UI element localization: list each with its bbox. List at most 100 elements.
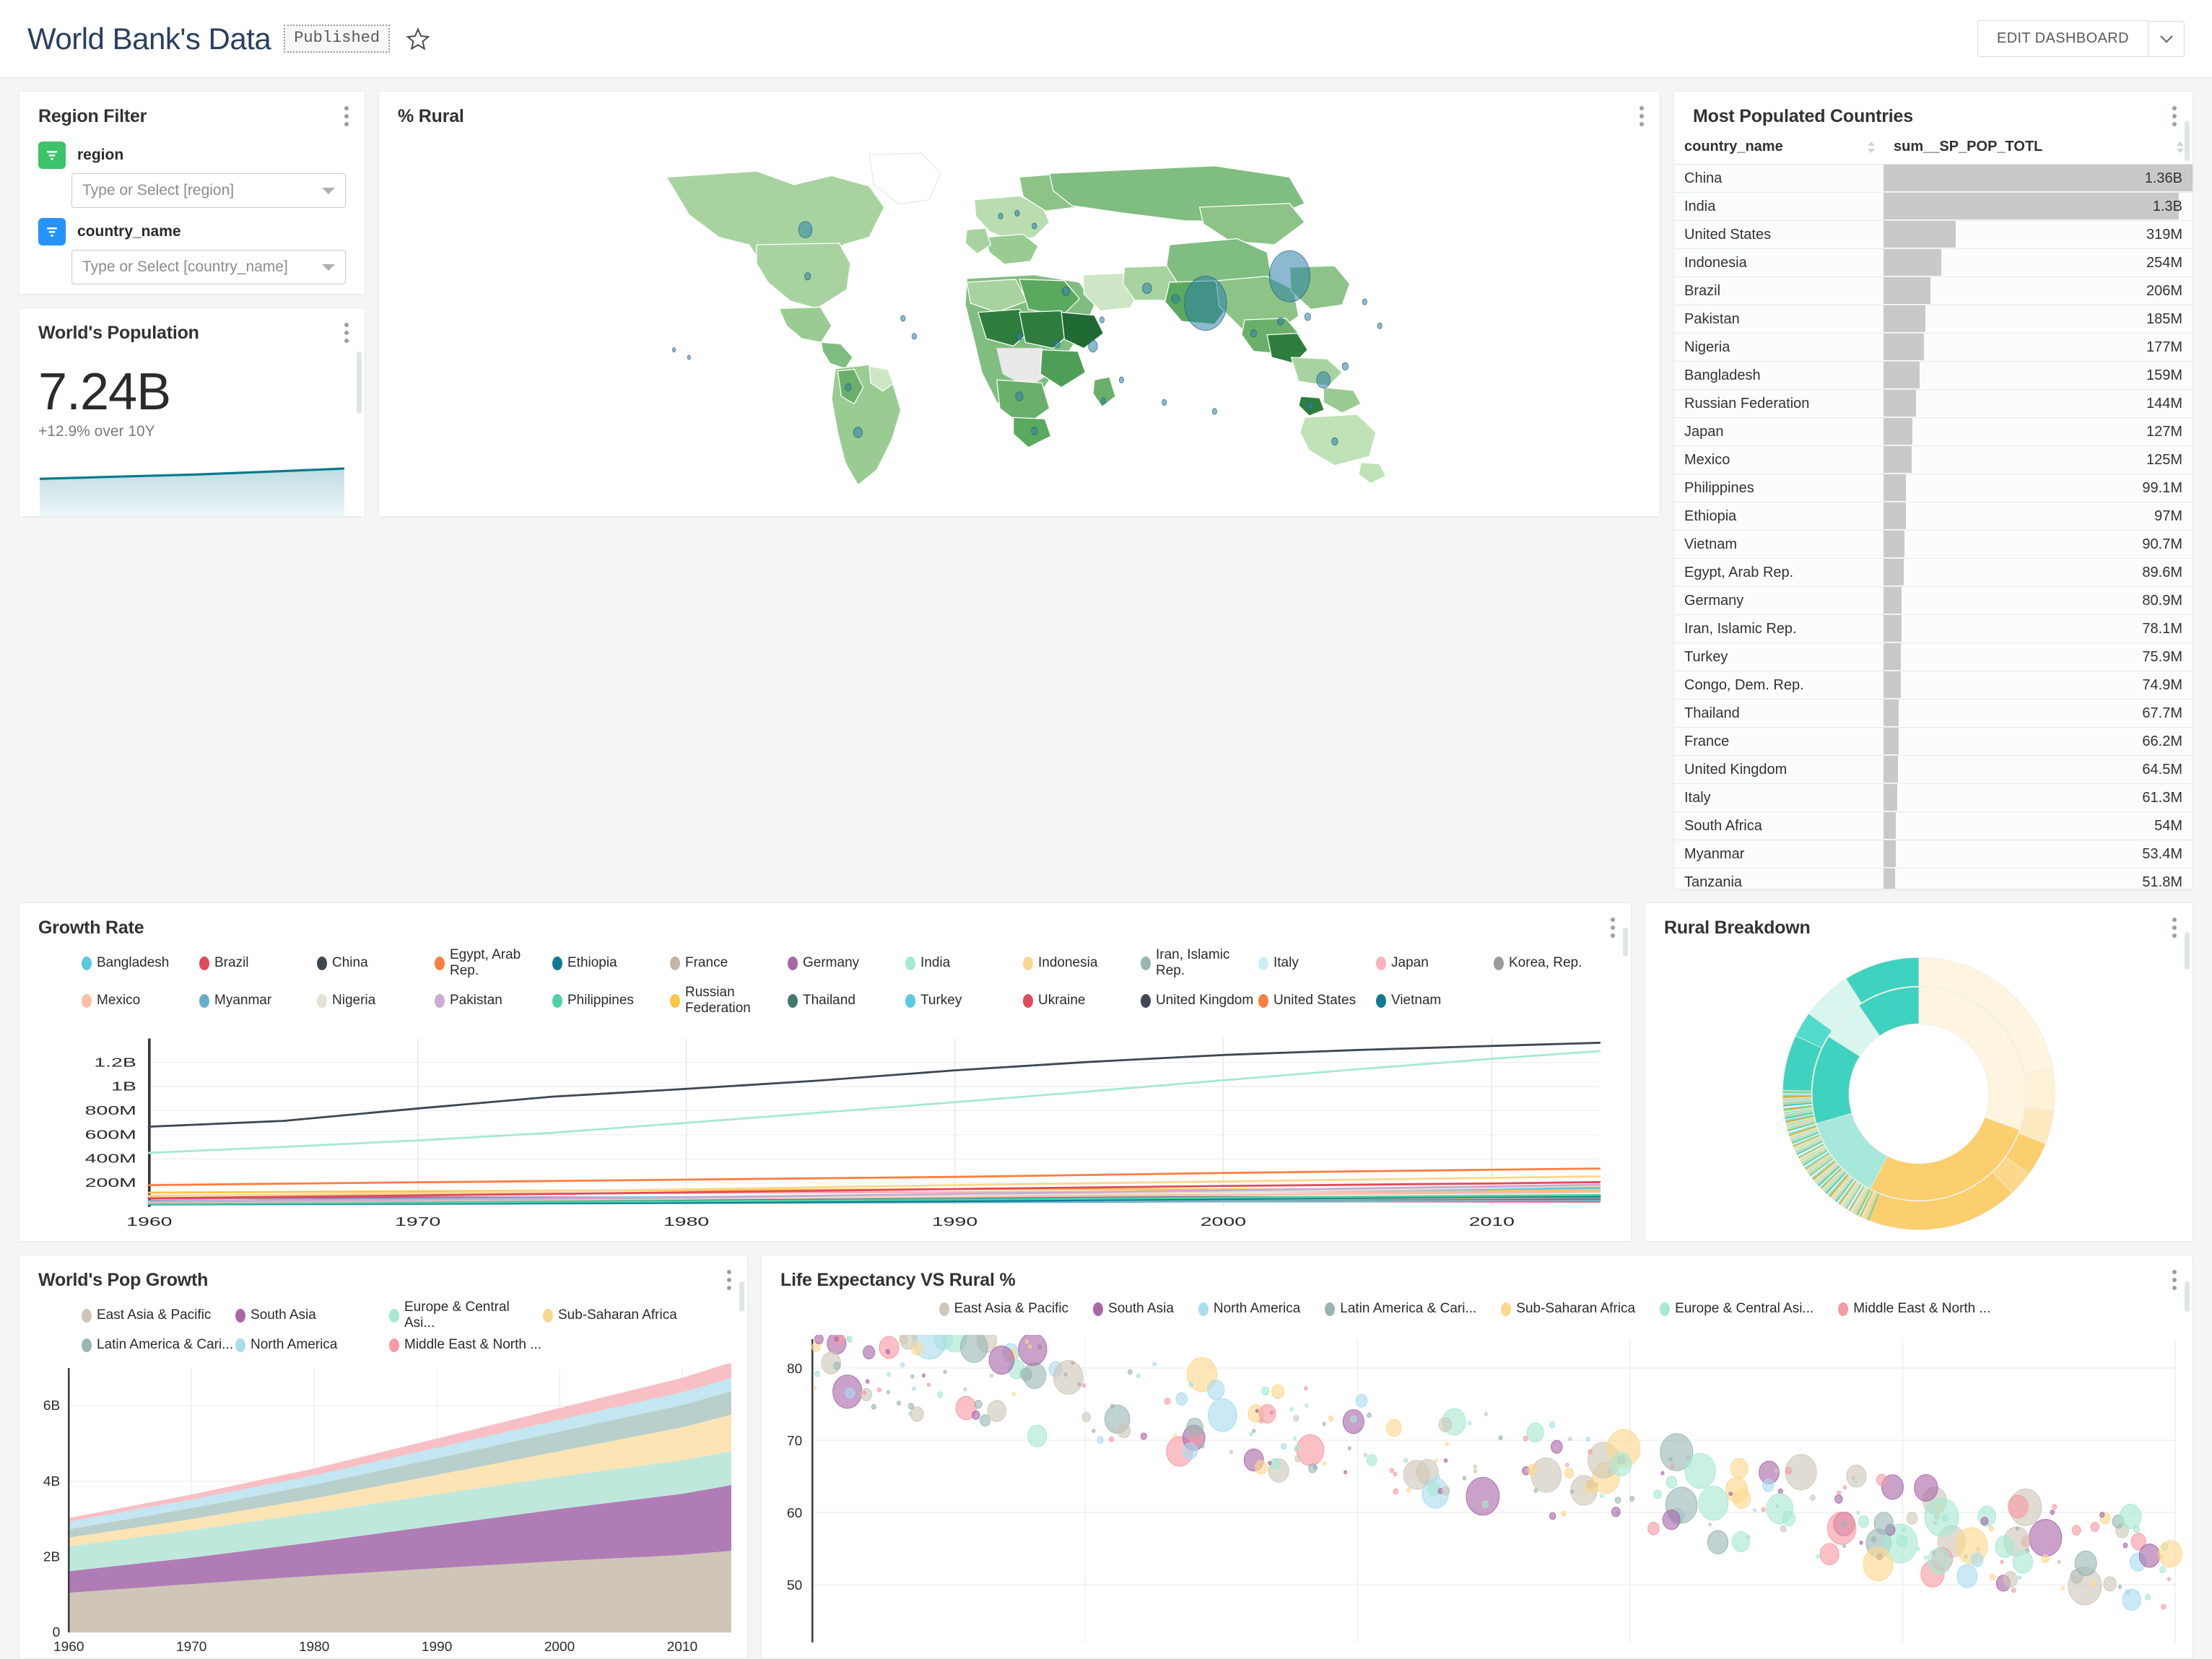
cell-population: 67.7M xyxy=(1884,700,2193,728)
legend-item[interactable]: Bangladesh xyxy=(82,947,199,979)
table-row[interactable]: France 66.2M xyxy=(1674,728,2193,756)
table-row[interactable]: Vietnam 90.7M xyxy=(1674,531,2193,559)
legend-item[interactable]: Latin America & Cari... xyxy=(82,1337,235,1353)
region-filter-card: Region Filter region Type or Select [reg… xyxy=(19,91,365,295)
rural-breakdown-donut[interactable] xyxy=(1645,946,2193,1241)
column-header-sum-sp-pop-totl[interactable]: sum__SP_POP_TOTL xyxy=(1884,133,2193,165)
legend-item[interactable]: North America xyxy=(235,1337,389,1353)
life-expectancy-plot[interactable]: 50 60 70 80 xyxy=(762,1335,2182,1658)
table-row[interactable]: United States 319M xyxy=(1674,221,2193,249)
legend-item[interactable]: East Asia & Pacific xyxy=(82,1299,235,1331)
worlds-pop-growth-menu-icon[interactable] xyxy=(727,1270,731,1294)
legend-item[interactable]: Europe & Central Asi... xyxy=(1660,1301,1813,1317)
legend-label: Nigeria xyxy=(332,993,375,1009)
legend-item[interactable]: Brazil xyxy=(199,947,317,979)
percent-rural-menu-icon[interactable] xyxy=(1640,106,1644,130)
most-populated-countries-table: country_name sum__SP_POP_TOTL xyxy=(1674,133,2193,889)
legend-item[interactable]: Middle East & North ... xyxy=(1838,1301,1990,1317)
table-row[interactable]: Brazil 206M xyxy=(1674,277,2193,305)
legend-item[interactable]: Iran, Islamic Rep. xyxy=(1141,947,1258,979)
legend-label: Vietnam xyxy=(1391,993,1441,1009)
growth-rate-menu-icon[interactable] xyxy=(1611,918,1615,941)
legend-item[interactable]: South Asia xyxy=(235,1299,389,1331)
table-row[interactable]: Italy 61.3M xyxy=(1674,784,2193,812)
growth-rate-plot[interactable]: 200M 400M 600M 800M 1B 1.2B 1960 1970 1980 1990 20… xyxy=(19,1033,1621,1235)
table-row[interactable]: Philippines 99.1M xyxy=(1674,474,2193,502)
legend-item[interactable]: Middle East & North ... xyxy=(389,1337,543,1353)
cell-country-name: Egypt, Arab Rep. xyxy=(1674,559,1884,587)
table-row[interactable]: Japan 127M xyxy=(1674,418,2193,446)
table-row[interactable]: Turkey 75.9M xyxy=(1674,643,2193,671)
table-row[interactable]: Myanmar 53.4M xyxy=(1674,840,2193,868)
star-icon[interactable] xyxy=(406,27,430,51)
legend-item[interactable]: United States xyxy=(1258,985,1376,1016)
svg-text:1990: 1990 xyxy=(422,1640,452,1655)
legend-item[interactable]: Mexico xyxy=(82,985,199,1016)
life-expectancy-menu-icon[interactable] xyxy=(2172,1270,2177,1294)
legend-item[interactable]: France xyxy=(670,947,788,979)
cell-value: 1.3B xyxy=(1894,193,2182,220)
table-row[interactable]: Congo, Dem. Rep. 74.9M xyxy=(1674,671,2193,700)
legend-item[interactable]: South Asia xyxy=(1093,1301,1174,1317)
card-scroll-indicator xyxy=(357,352,362,414)
legend-item[interactable]: Myanmar xyxy=(199,985,317,1016)
world-map[interactable] xyxy=(391,132,1648,508)
legend-item[interactable]: Sub-Saharan Africa xyxy=(543,1299,697,1331)
legend-item[interactable]: Egypt, Arab Rep. xyxy=(435,947,552,979)
legend-label: East Asia & Pacific xyxy=(954,1301,1068,1317)
legend-item[interactable]: Korea, Rep. xyxy=(1494,947,1611,979)
legend-item[interactable]: Germany xyxy=(788,947,905,979)
legend-item[interactable]: Nigeria xyxy=(317,985,435,1016)
table-row[interactable]: Pakistan 185M xyxy=(1674,305,2193,334)
cell-population: 80.9M xyxy=(1884,587,2193,615)
table-row[interactable]: Bangladesh 159M xyxy=(1674,362,2193,390)
legend-item[interactable]: Sub-Saharan Africa xyxy=(1501,1301,1635,1317)
legend-item[interactable]: Vietnam xyxy=(1376,985,1494,1016)
table-row[interactable]: United Kingdom 64.5M xyxy=(1674,756,2193,784)
legend-item[interactable]: United Kingdom xyxy=(1141,985,1258,1016)
legend-item[interactable]: Ukraine xyxy=(1023,985,1141,1016)
cell-value: 206M xyxy=(1894,277,2182,305)
legend-item[interactable]: East Asia & Pacific xyxy=(939,1301,1068,1317)
table-row[interactable]: Iran, Islamic Rep. 78.1M xyxy=(1674,615,2193,643)
most-populated-countries-menu-icon[interactable] xyxy=(2172,106,2177,130)
svg-text:1.2B: 1.2B xyxy=(94,1055,136,1069)
legend-item[interactable]: Japan xyxy=(1376,947,1494,979)
table-row[interactable]: Thailand 67.7M xyxy=(1674,700,2193,728)
dashboard-menu-caret-button[interactable] xyxy=(2148,21,2185,57)
region-filter-menu-icon[interactable] xyxy=(344,106,349,130)
table-row[interactable]: Russian Federation 144M xyxy=(1674,390,2193,418)
table-row[interactable]: India 1.3B xyxy=(1674,193,2193,221)
legend-item[interactable]: Russian Federation xyxy=(670,985,788,1016)
legend-item[interactable]: Ethiopia xyxy=(552,947,670,979)
svg-text:2000: 2000 xyxy=(544,1640,575,1655)
legend-item[interactable]: Latin America & Cari... xyxy=(1325,1301,1476,1317)
legend-item[interactable]: Turkey xyxy=(905,985,1023,1016)
table-row[interactable]: Germany 80.9M xyxy=(1674,587,2193,615)
table-row[interactable]: China 1.36B xyxy=(1674,165,2193,193)
table-row[interactable]: Mexico 125M xyxy=(1674,446,2193,474)
legend-item[interactable]: Europe & Central Asi... xyxy=(389,1299,543,1331)
region-select[interactable]: Type or Select [region] xyxy=(71,173,346,208)
legend-item[interactable]: Italy xyxy=(1258,947,1376,979)
legend-item[interactable]: India xyxy=(905,947,1023,979)
table-row[interactable]: Tanzania 51.8M xyxy=(1674,868,2193,890)
legend-item[interactable]: Pakistan xyxy=(435,985,552,1016)
table-row[interactable]: Indonesia 254M xyxy=(1674,249,2193,277)
table-row[interactable]: Ethiopia 97M xyxy=(1674,502,2193,531)
table-row[interactable]: Nigeria 177M xyxy=(1674,334,2193,362)
rural-breakdown-menu-icon[interactable] xyxy=(2172,918,2177,941)
legend-item[interactable]: Indonesia xyxy=(1023,947,1141,979)
legend-item[interactable]: China xyxy=(317,947,435,979)
legend-label: France xyxy=(685,955,728,971)
legend-item[interactable]: North America xyxy=(1198,1301,1300,1317)
table-row[interactable]: Egypt, Arab Rep. 89.6M xyxy=(1674,559,2193,587)
legend-item[interactable]: Thailand xyxy=(788,985,905,1016)
table-row[interactable]: South Africa 54M xyxy=(1674,812,2193,840)
worlds-pop-growth-plot[interactable]: 0 2B 4B 6B 1960 1970 1980 1990 2000 2010 xyxy=(19,1364,737,1658)
legend-item[interactable]: Philippines xyxy=(552,985,670,1016)
column-header-country-name[interactable]: country_name xyxy=(1674,133,1884,165)
worlds-population-menu-icon[interactable] xyxy=(344,323,349,347)
country-name-select[interactable]: Type or Select [country_name] xyxy=(71,250,346,284)
edit-dashboard-button[interactable]: EDIT DASHBOARD xyxy=(1977,20,2148,57)
